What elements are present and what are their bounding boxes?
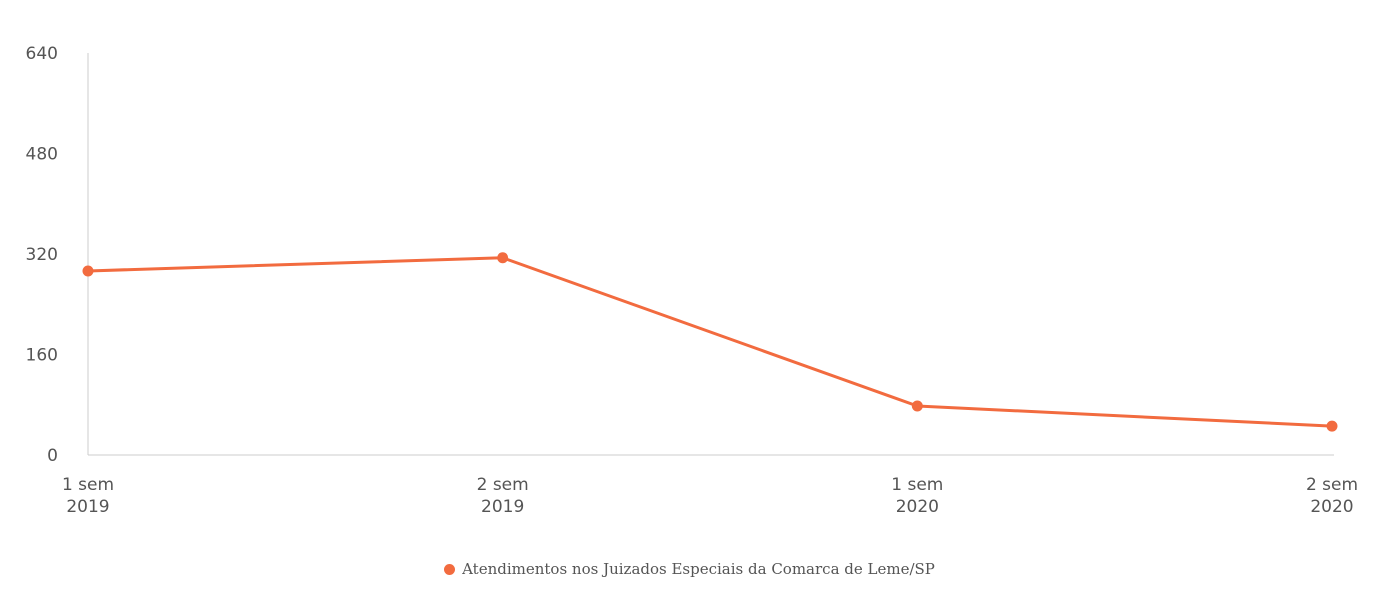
x-tick-label: 1 sem 2019	[62, 475, 114, 517]
y-tick-label: 640	[26, 44, 58, 64]
x-tick-label: 1 sem 2020	[891, 475, 943, 517]
legend-label: Atendimentos nos Juizados Especiais da C…	[462, 560, 935, 578]
series-layer	[82, 252, 1338, 432]
y-axis: 0 160 320 480 640	[26, 44, 89, 466]
y-tick-label: 480	[26, 145, 58, 165]
data-point	[911, 400, 923, 412]
y-tick-label: 0	[47, 446, 58, 466]
data-point	[497, 252, 509, 264]
data-point	[82, 265, 94, 277]
y-tick-label: 160	[26, 346, 58, 366]
x-tick-label: 2 sem 2020	[1306, 475, 1358, 517]
x-axis: 1 sem 2019 2 sem 2019 1 sem 2020 2 sem 2020	[62, 454, 1358, 517]
y-tick-label: 320	[26, 245, 58, 265]
data-point	[1326, 420, 1338, 432]
legend-marker	[444, 564, 456, 575]
legend[interactable]: Atendimentos nos Juizados Especiais da C…	[0, 560, 1379, 578]
series-line	[86, 256, 1334, 428]
x-tick-label: 2 sem 2019	[477, 475, 529, 517]
